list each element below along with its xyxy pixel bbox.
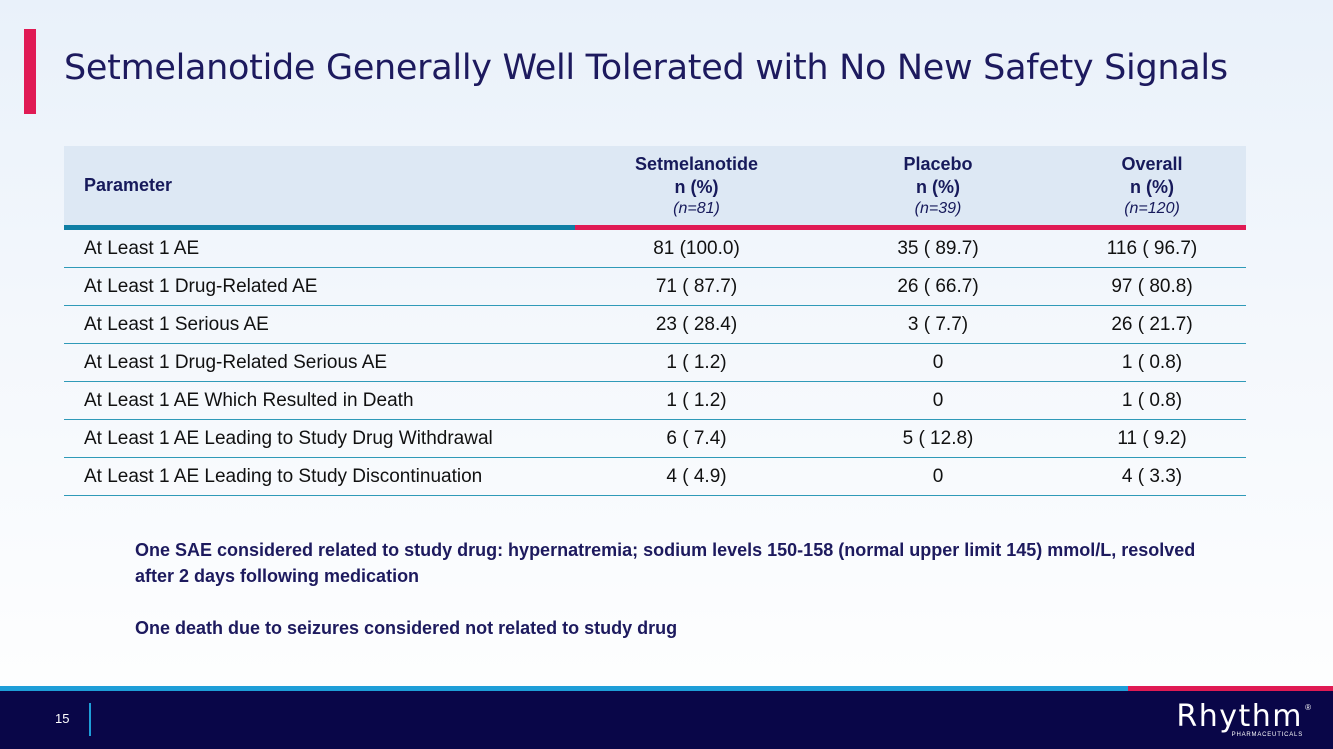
- row-overall: 116 ( 96.7): [1058, 230, 1246, 268]
- row-placebo: 5 ( 12.8): [818, 419, 1058, 458]
- row-placebo: 3 ( 7.7): [818, 305, 1058, 344]
- header-parameter: Parameter: [64, 146, 575, 225]
- logo-registered-mark: ®: [1305, 703, 1311, 712]
- table-row: At Least 1 AE Leading to Study Discontin…: [64, 457, 1246, 496]
- row-parameter: At Least 1 AE Leading to Study Drug With…: [64, 419, 575, 458]
- safety-table-container: Parameter Setmelanotide n (%) (n=81) Pla…: [64, 146, 1246, 496]
- row-setmelanotide: 4 ( 4.9): [575, 457, 818, 496]
- table-row: At Least 1 AE Which Resulted in Death 1 …: [64, 381, 1246, 420]
- header-unit: n (%): [916, 177, 960, 197]
- header-label: Setmelanotide: [634, 154, 759, 174]
- row-overall: 4 ( 3.3): [1058, 457, 1246, 496]
- title-accent-bar: [24, 29, 36, 114]
- row-setmelanotide: 6 ( 7.4): [575, 419, 818, 458]
- page-number: 15: [55, 711, 70, 726]
- row-overall: 1 ( 0.8): [1058, 381, 1246, 420]
- table-row: At Least 1 Drug-Related AE 71 ( 87.7) 26…: [64, 267, 1246, 306]
- row-setmelanotide: 23 ( 28.4): [575, 305, 818, 344]
- note-sae: One SAE considered related to study drug…: [135, 540, 1196, 586]
- header-n: (n=81): [673, 200, 720, 217]
- header-n: (n=120): [1124, 200, 1180, 217]
- row-setmelanotide: 1 ( 1.2): [575, 343, 818, 382]
- header-placebo: Placebo n (%) (n=39): [818, 146, 1058, 225]
- row-parameter: At Least 1 AE: [64, 230, 575, 268]
- row-parameter: At Least 1 AE Leading to Study Discontin…: [64, 457, 575, 496]
- page-number-divider: [89, 703, 91, 736]
- footer-accent-blue: [0, 686, 1128, 691]
- note-death: One death due to seizures considered not…: [135, 618, 678, 638]
- logo-wordmark: Rhythm: [1176, 699, 1303, 734]
- logo-subtitle: PHARMACEUTICALS: [1231, 732, 1303, 738]
- row-parameter: At Least 1 Serious AE: [64, 305, 575, 344]
- safety-table-body: At Least 1 AE 81 (100.0) 35 ( 89.7) 116 …: [64, 230, 1246, 496]
- table-header: Parameter Setmelanotide n (%) (n=81) Pla…: [64, 146, 1246, 225]
- header-underline: [64, 225, 1246, 230]
- table-row: At Least 1 AE Leading to Study Drug With…: [64, 419, 1246, 458]
- safety-table: Parameter Setmelanotide n (%) (n=81) Pla…: [64, 146, 1246, 225]
- header-n: (n=39): [914, 200, 962, 217]
- row-setmelanotide: 81 (100.0): [575, 230, 818, 268]
- row-setmelanotide: 1 ( 1.2): [575, 381, 818, 420]
- row-parameter: At Least 1 Drug-Related Serious AE: [64, 343, 575, 382]
- row-placebo: 0: [818, 381, 1058, 420]
- header-underline-pink: [575, 225, 1246, 230]
- row-placebo: 0: [818, 457, 1058, 496]
- table-row: At Least 1 Drug-Related Serious AE 1 ( 1…: [64, 343, 1246, 382]
- table-row: At Least 1 AE 81 (100.0) 35 ( 89.7) 116 …: [64, 230, 1246, 268]
- header-label: Placebo: [903, 154, 973, 174]
- slide-title: Setmelanotide Generally Well Tolerated w…: [64, 48, 1228, 88]
- rhythm-logo: Rhythm ® PHARMACEUTICALS: [1161, 699, 1311, 741]
- row-parameter: At Least 1 Drug-Related AE: [64, 267, 575, 306]
- header-label: Parameter: [84, 175, 173, 195]
- row-overall: 11 ( 9.2): [1058, 419, 1246, 458]
- row-overall: 1 ( 0.8): [1058, 343, 1246, 382]
- header-overall: Overall n (%) (n=120): [1058, 146, 1246, 225]
- footer-accent-pink: [1128, 686, 1333, 691]
- row-overall: 26 ( 21.7): [1058, 305, 1246, 344]
- header-unit: n (%): [674, 177, 719, 197]
- header-unit: n (%): [1130, 177, 1174, 197]
- header-underline-teal: [64, 225, 575, 230]
- row-parameter: At Least 1 AE Which Resulted in Death: [64, 381, 575, 420]
- header-setmelanotide: Setmelanotide n (%) (n=81): [575, 146, 818, 225]
- row-overall: 97 ( 80.8): [1058, 267, 1246, 306]
- row-placebo: 0: [818, 343, 1058, 382]
- row-placebo: 35 ( 89.7): [818, 230, 1058, 268]
- row-setmelanotide: 71 ( 87.7): [575, 267, 818, 306]
- row-placebo: 26 ( 66.7): [818, 267, 1058, 306]
- header-label: Overall: [1121, 154, 1183, 174]
- footnotes: One SAE considered related to study drug…: [135, 537, 1225, 641]
- footer-accent-line: [0, 686, 1333, 691]
- footer-bar: 15 Rhythm ® PHARMACEUTICALS: [0, 691, 1333, 749]
- table-row: At Least 1 Serious AE 23 ( 28.4) 3 ( 7.7…: [64, 305, 1246, 344]
